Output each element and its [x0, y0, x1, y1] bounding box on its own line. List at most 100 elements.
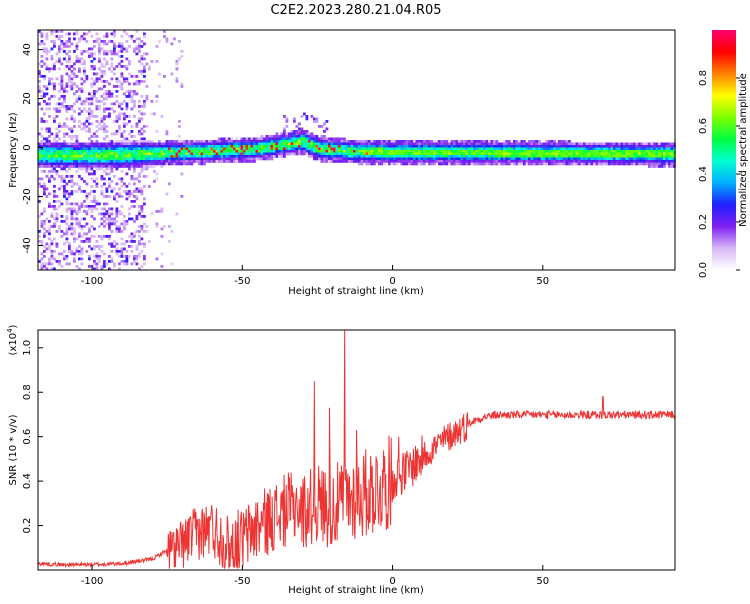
- heatmap-cell: [55, 35, 59, 38]
- heatmap-cell: [658, 147, 661, 151]
- heatmap-cell: [125, 40, 129, 43]
- heatmap-cell: [273, 142, 276, 146]
- heatmap-cell: [105, 222, 109, 226]
- heatmap-cell: [290, 152, 294, 156]
- heatmap-cell: [318, 145, 321, 148]
- heatmap-cell: [668, 155, 671, 158]
- heatmap-cell: [103, 215, 106, 218]
- heatmap-cell: [195, 152, 199, 156]
- heatmap-cell: [48, 147, 51, 151]
- heatmap-cell: [80, 57, 84, 61]
- heatmap-cell: [85, 97, 89, 101]
- heatmap-cell: [260, 140, 264, 143]
- heatmap-cell: [93, 195, 96, 198]
- heatmap-cell: [433, 140, 436, 143]
- heatmap-cell: [50, 57, 54, 61]
- heatmap-cell: [200, 150, 204, 153]
- heatmap-cell: [388, 160, 391, 163]
- heatmap-cell: [643, 155, 646, 158]
- heatmap-cell: [45, 137, 49, 141]
- heatmap-cell: [148, 155, 151, 158]
- heatmap-cell: [250, 152, 254, 156]
- heatmap-cell: [68, 85, 71, 88]
- heatmap-cell: [448, 160, 451, 163]
- heatmap-cell: [70, 222, 74, 226]
- heatmap-cell: [73, 67, 76, 71]
- heatmap-cell: [390, 142, 394, 146]
- heatmap-cell: [545, 140, 549, 143]
- heatmap-cell: [115, 200, 119, 203]
- heatmap-cell: [350, 140, 354, 143]
- heatmap-cell: [80, 147, 84, 151]
- heatmap-cell: [125, 162, 129, 166]
- heatmap-cell: [78, 165, 81, 168]
- heatmap-cell: [228, 147, 231, 151]
- heatmap-cell: [133, 235, 136, 238]
- heatmap-cell: [270, 147, 274, 151]
- heatmap-cell: [470, 152, 474, 156]
- heatmap-cell: [558, 150, 561, 153]
- heatmap-cell: [108, 157, 111, 161]
- heatmap-cell: [400, 140, 404, 143]
- heatmap-cell: [600, 152, 604, 156]
- heatmap-cell: [575, 142, 579, 146]
- heatmap-cell: [88, 30, 91, 33]
- heatmap-cell: [140, 155, 144, 158]
- heatmap-cell: [63, 167, 66, 171]
- heatmap-cell: [495, 147, 499, 151]
- heatmap-cell: [148, 165, 151, 168]
- heatmap-cell: [540, 147, 544, 151]
- heatmap-cell: [535, 145, 539, 148]
- heatmap-cell: [270, 137, 274, 141]
- heatmap-cell: [283, 140, 286, 143]
- heatmap-cell: [55, 162, 59, 166]
- heatmap-cell: [643, 162, 646, 166]
- heatmap-cell: [105, 165, 109, 168]
- heatmap-cell: [238, 142, 241, 146]
- heatmap-cell: [88, 137, 91, 141]
- heatmap-cell: [230, 140, 234, 143]
- heatmap-cell: [280, 145, 284, 148]
- heatmap-cell: [410, 147, 414, 151]
- heatmap-cell: [233, 145, 236, 148]
- heatmap-cell: [430, 142, 434, 146]
- heatmap-cell: [218, 137, 221, 141]
- heatmap-cell: [533, 142, 536, 146]
- heatmap-cell: [88, 245, 91, 248]
- heatmap-cell: [365, 155, 369, 158]
- heatmap-cell: [103, 125, 106, 128]
- heatmap-cell: [93, 170, 96, 173]
- heatmap-cell: [228, 150, 231, 153]
- heatmap-cell: [250, 140, 254, 143]
- heatmap-cell: [660, 152, 664, 156]
- heatmap-cell: [53, 162, 56, 166]
- heatmap-cell: [118, 147, 121, 151]
- heatmap-cell: [553, 150, 556, 153]
- heatmap-cell: [103, 235, 106, 238]
- heatmap-cell: [95, 167, 99, 171]
- heatmap-cell: [530, 157, 534, 161]
- heatmap-cell: [140, 62, 144, 66]
- heatmap-cell: [63, 150, 66, 153]
- heatmap-cell: [290, 150, 294, 153]
- heatmap-cell: [73, 110, 76, 113]
- heatmap-cell: [108, 112, 111, 116]
- heatmap-cell: [343, 147, 346, 151]
- heatmap-cell: [333, 147, 336, 151]
- heatmap-cell: [215, 145, 219, 148]
- heatmap-cell: [198, 142, 201, 146]
- heatmap-cell: [110, 242, 114, 246]
- heatmap-cell: [658, 155, 661, 158]
- heatmap-cell: [70, 145, 74, 148]
- heatmap-cell: [70, 210, 74, 213]
- heatmap-cell: [95, 150, 99, 153]
- heatmap-cell: [110, 162, 114, 166]
- heatmap-cell: [60, 162, 64, 166]
- heatmap-cell: [100, 190, 104, 193]
- heatmap-cell: [665, 147, 669, 151]
- heatmap-cell: [608, 162, 611, 166]
- heatmap-cell: [500, 162, 504, 166]
- heatmap-cell: [45, 160, 49, 163]
- heatmap-cell: [660, 157, 664, 161]
